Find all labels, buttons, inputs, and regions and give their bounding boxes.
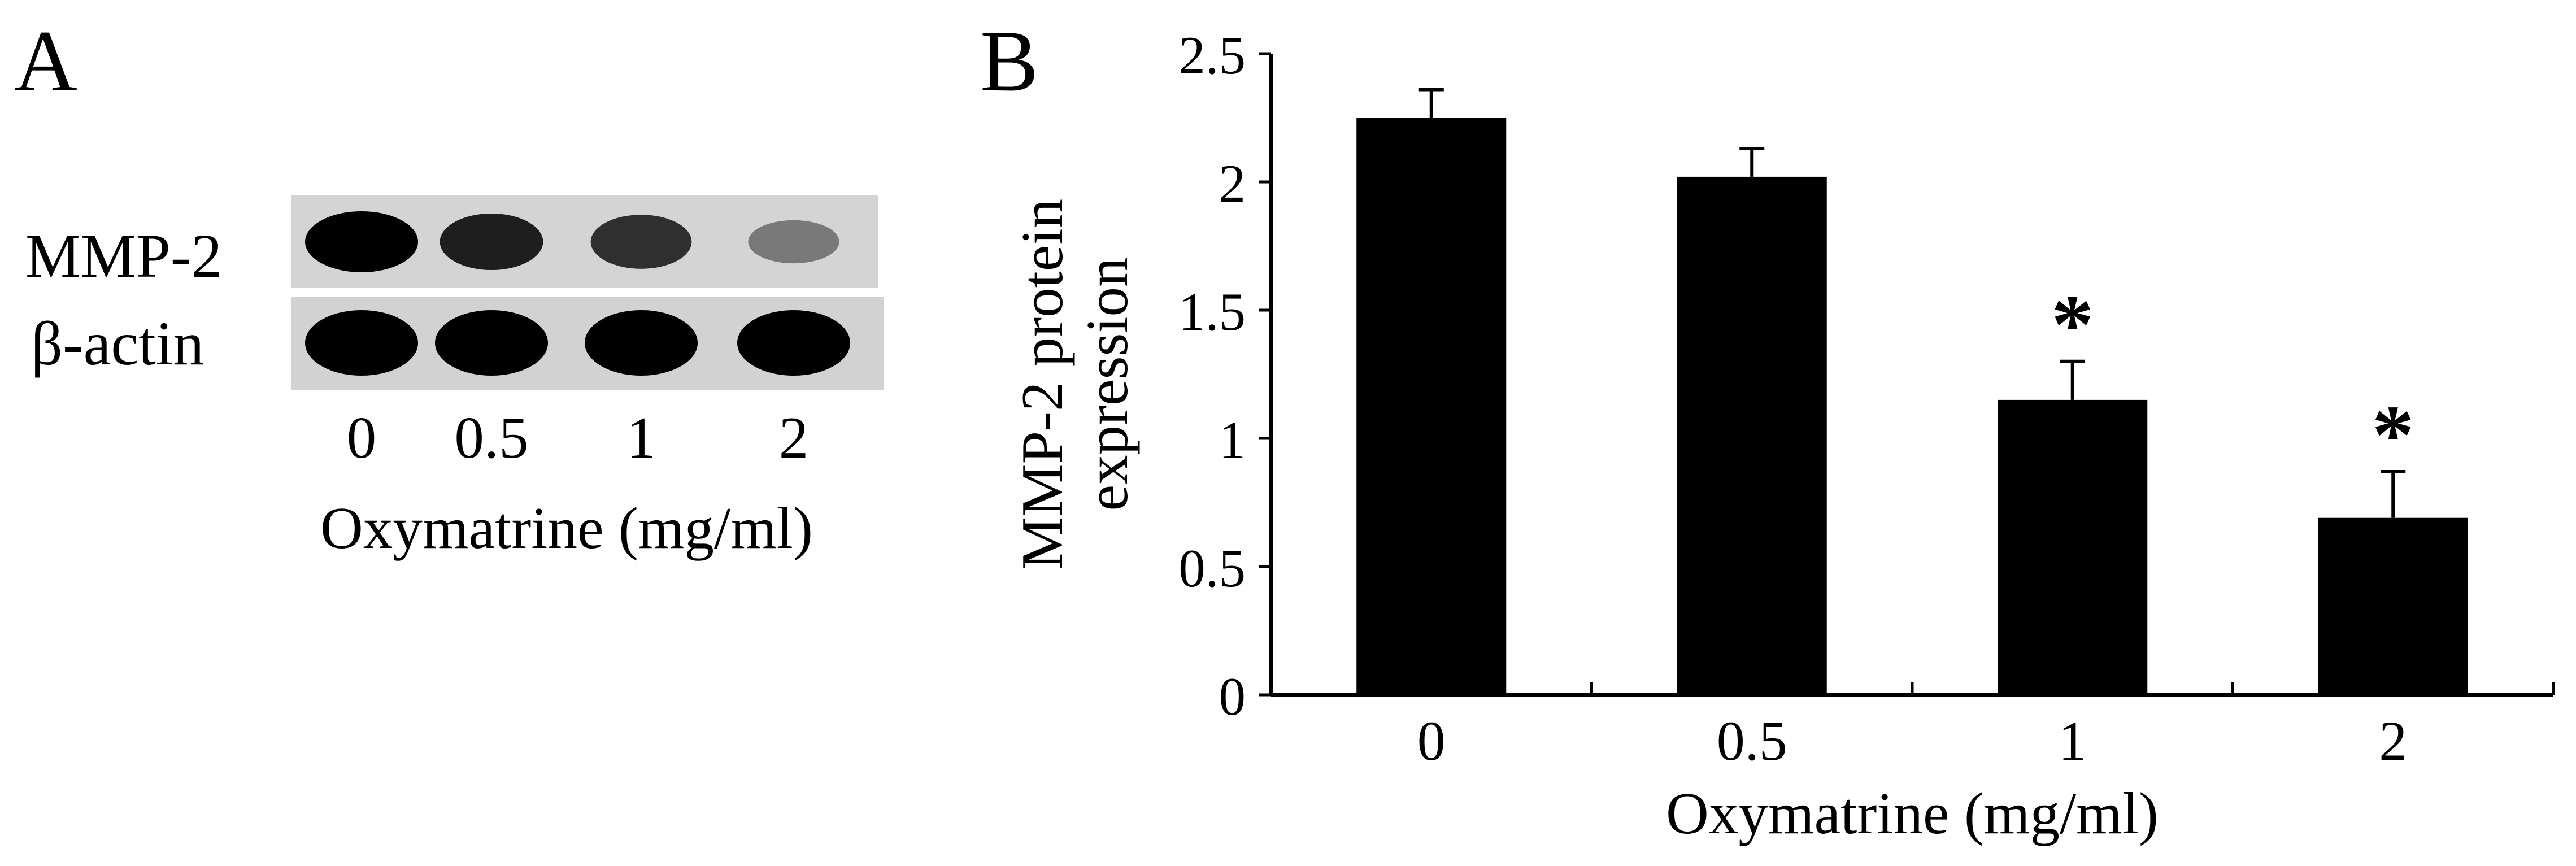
- bar: [2318, 517, 2468, 695]
- blot-band: [440, 213, 543, 271]
- bands-beta-actin: [305, 310, 850, 376]
- bands-mmp2: [305, 211, 839, 272]
- significance-asterisk: *: [2051, 278, 2094, 372]
- panel-a-western-blot: A MMP-2 β-actin 0 0.5 1 2 Oxymatrine (mg…: [14, 12, 884, 561]
- lane-label: 0: [347, 404, 377, 471]
- panel-a-xlabel: Oxymatrine (mg/ml): [320, 495, 813, 561]
- y-axis-label-line-2: expression: [1074, 257, 1140, 511]
- x-axis-label: Oxymatrine (mg/ml): [1666, 780, 2159, 846]
- row-label-beta-actin: β-actin: [31, 309, 204, 378]
- x-tick-label: 0: [1417, 710, 1446, 772]
- panel-b-bar-chart: B MMP-2 protein expression 00.511.522.5 …: [980, 12, 2555, 846]
- lane-label: 2: [779, 404, 809, 471]
- x-axis-tick-labels: 0 0.5 1 2: [1417, 710, 2408, 772]
- y-axis-ticks: 0 0.5 1 1.5 2 2.5: [1178, 25, 1271, 726]
- blot-band: [748, 220, 839, 264]
- y-tick-label: 2: [1219, 154, 1246, 214]
- blot-band: [590, 215, 692, 269]
- y-tick-label: 0: [1219, 667, 1246, 726]
- y-tick-label: 2.5: [1178, 25, 1246, 85]
- x-tick-label: 0.5: [1717, 710, 1787, 772]
- bar: [1356, 118, 1507, 695]
- lane-label: 1: [626, 404, 656, 471]
- significance-marks: **: [2051, 278, 2414, 482]
- x-tick-label: 1: [2059, 710, 2087, 772]
- bar: [1677, 176, 1827, 695]
- blot-band: [305, 211, 418, 272]
- y-axis-label-line-1: MMP-2 protein: [1009, 199, 1075, 569]
- y-tick-label: 0.5: [1178, 538, 1246, 598]
- x-axis-ticks: [1590, 682, 2555, 695]
- significance-asterisk: *: [2372, 388, 2414, 482]
- blot-band: [435, 310, 548, 376]
- panel-b-label: B: [980, 12, 1038, 110]
- blot-band: [585, 310, 698, 376]
- lane-label: 0.5: [454, 404, 528, 471]
- bar: [1998, 399, 2148, 695]
- blot-band: [737, 310, 850, 376]
- x-tick-label: 2: [2379, 710, 2407, 772]
- row-label-mmp2: MMP-2: [25, 221, 222, 290]
- error-bars: [1418, 88, 2406, 518]
- bars: [1356, 118, 2468, 695]
- blot-band: [305, 310, 418, 376]
- y-tick-label: 1.5: [1178, 282, 1246, 342]
- y-tick-label: 1: [1219, 410, 1246, 470]
- panel-a-label: A: [14, 12, 77, 110]
